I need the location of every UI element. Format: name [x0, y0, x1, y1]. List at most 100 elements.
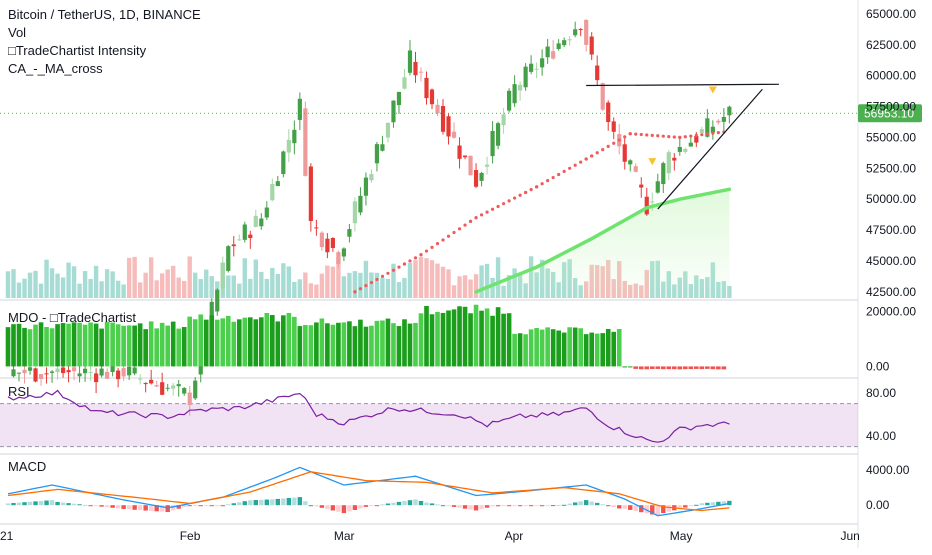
- mdo-bar: [115, 324, 121, 367]
- volume-bar: [49, 268, 55, 298]
- ma-red-dot: [650, 133, 654, 137]
- sell-signal-marker: [708, 86, 717, 94]
- trendline-1[interactable]: [657, 88, 763, 210]
- candle-body: [44, 373, 49, 375]
- macd-histogram-bar: [534, 505, 539, 507]
- macd-pane-label[interactable]: MACD: [8, 459, 47, 474]
- volume-bar: [66, 262, 71, 298]
- macd-histogram-bar: [132, 505, 137, 510]
- candle-body: [644, 196, 649, 215]
- macd-histogram-bar: [209, 505, 214, 507]
- macd-histogram-bar: [589, 501, 594, 506]
- ma-cross-indicator-label[interactable]: CA_-_MA_cross: [8, 61, 103, 76]
- candle-body: [396, 91, 402, 106]
- macd-histogram-bar: [198, 505, 203, 507]
- volume-bar: [176, 277, 181, 298]
- ma-red-dot: [435, 242, 440, 246]
- ma-red-dot: [628, 132, 632, 136]
- symbol-title[interactable]: Bitcoin / TetherUS, 1D, BINANCE: [8, 7, 201, 22]
- ma-red-dot: [358, 287, 363, 291]
- candle-body: [77, 373, 82, 377]
- macd-histogram-bar: [270, 499, 275, 506]
- macd-histogram-bar: [297, 497, 303, 506]
- candle-body: [116, 370, 121, 380]
- ma-red-dot: [430, 245, 434, 249]
- candle-body: [622, 144, 627, 162]
- macd-histogram-bar: [446, 505, 451, 507]
- mdo-bar: [176, 328, 182, 367]
- candle-body: [402, 77, 407, 89]
- ma-red-dot: [716, 131, 720, 135]
- macd-histogram-bar: [567, 503, 572, 506]
- macd-histogram-bar: [424, 502, 429, 506]
- legend-block: Bitcoin / TetherUS, 1D, BINANCE Vol □Tra…: [8, 6, 201, 78]
- trendline-0[interactable]: [586, 83, 779, 87]
- volume-bar: [468, 279, 473, 298]
- mdo-bar: [633, 366, 639, 369]
- candle-body: [518, 84, 523, 91]
- ma-red-dot: [540, 182, 544, 186]
- rsi-pane-label[interactable]: RSI: [8, 384, 30, 399]
- mdo-bar: [225, 315, 231, 367]
- candle-body: [220, 262, 225, 289]
- macd-histogram-bar: [418, 500, 424, 506]
- candle-body: [127, 366, 132, 376]
- candle-body: [292, 129, 297, 144]
- mdo-bar: [710, 366, 716, 370]
- candle-body: [672, 157, 677, 161]
- mdo-bar: [517, 333, 523, 367]
- ma-red-dot: [535, 185, 539, 189]
- mdo-bar: [572, 327, 578, 367]
- macd-histogram-bar: [600, 504, 605, 506]
- mdo-bar: [242, 317, 248, 367]
- mdo-bar: [705, 366, 710, 369]
- candle-body: [501, 114, 506, 126]
- ma-red-dot: [402, 262, 407, 266]
- mdo-bar: [330, 324, 336, 367]
- ma-red-dot: [573, 163, 577, 167]
- ma-cross-fill: [476, 189, 730, 298]
- candle-body: [11, 369, 16, 377]
- mdo-bar: [132, 325, 137, 367]
- ma-red-dot: [700, 133, 704, 137]
- mdo-pane-label[interactable]: MDO - □TradeChartist: [8, 310, 137, 325]
- volume-bar: [55, 273, 60, 298]
- candle-body: [407, 50, 413, 73]
- candle-body: [584, 19, 589, 45]
- mdo-bar: [644, 366, 650, 370]
- mdo-bar: [55, 324, 60, 367]
- candle-body: [60, 367, 66, 374]
- macd-histogram-bar: [380, 504, 385, 506]
- volume-bar: [451, 285, 457, 298]
- volume-bar: [22, 278, 27, 298]
- candle-body: [154, 385, 159, 387]
- price-axis-tick: 55000.00: [866, 130, 916, 144]
- candle-body: [424, 77, 429, 99]
- time-axis-tick: Apr: [505, 529, 524, 543]
- candle-body: [121, 368, 126, 377]
- mdo-bar: [82, 324, 88, 367]
- candle-body: [677, 146, 682, 152]
- last-price-badge[interactable]: [858, 104, 922, 123]
- vol-indicator-label[interactable]: Vol: [8, 25, 27, 40]
- macd-histogram-bar: [694, 504, 699, 506]
- macd-histogram-bar: [49, 500, 55, 506]
- macd-histogram-bar: [468, 505, 473, 510]
- volume-bar: [259, 271, 264, 298]
- candle-body: [413, 61, 418, 76]
- price-axis-tick: 50000.00: [866, 192, 916, 206]
- mdo-bar: [413, 322, 418, 367]
- candle-body: [666, 152, 671, 174]
- macd-histogram-bar: [617, 505, 622, 509]
- candle-body: [589, 36, 594, 55]
- volume-bar: [435, 263, 440, 298]
- volume-bar: [182, 280, 187, 298]
- mdo-bar: [165, 325, 171, 367]
- intensity-indicator-label[interactable]: □TradeChartist Intensity: [8, 43, 147, 58]
- ma-red-dot: [711, 131, 715, 135]
- mdo-bar: [611, 331, 617, 367]
- candle-body: [655, 181, 660, 193]
- volume-bar: [71, 266, 77, 298]
- ma-red-dot: [529, 188, 533, 192]
